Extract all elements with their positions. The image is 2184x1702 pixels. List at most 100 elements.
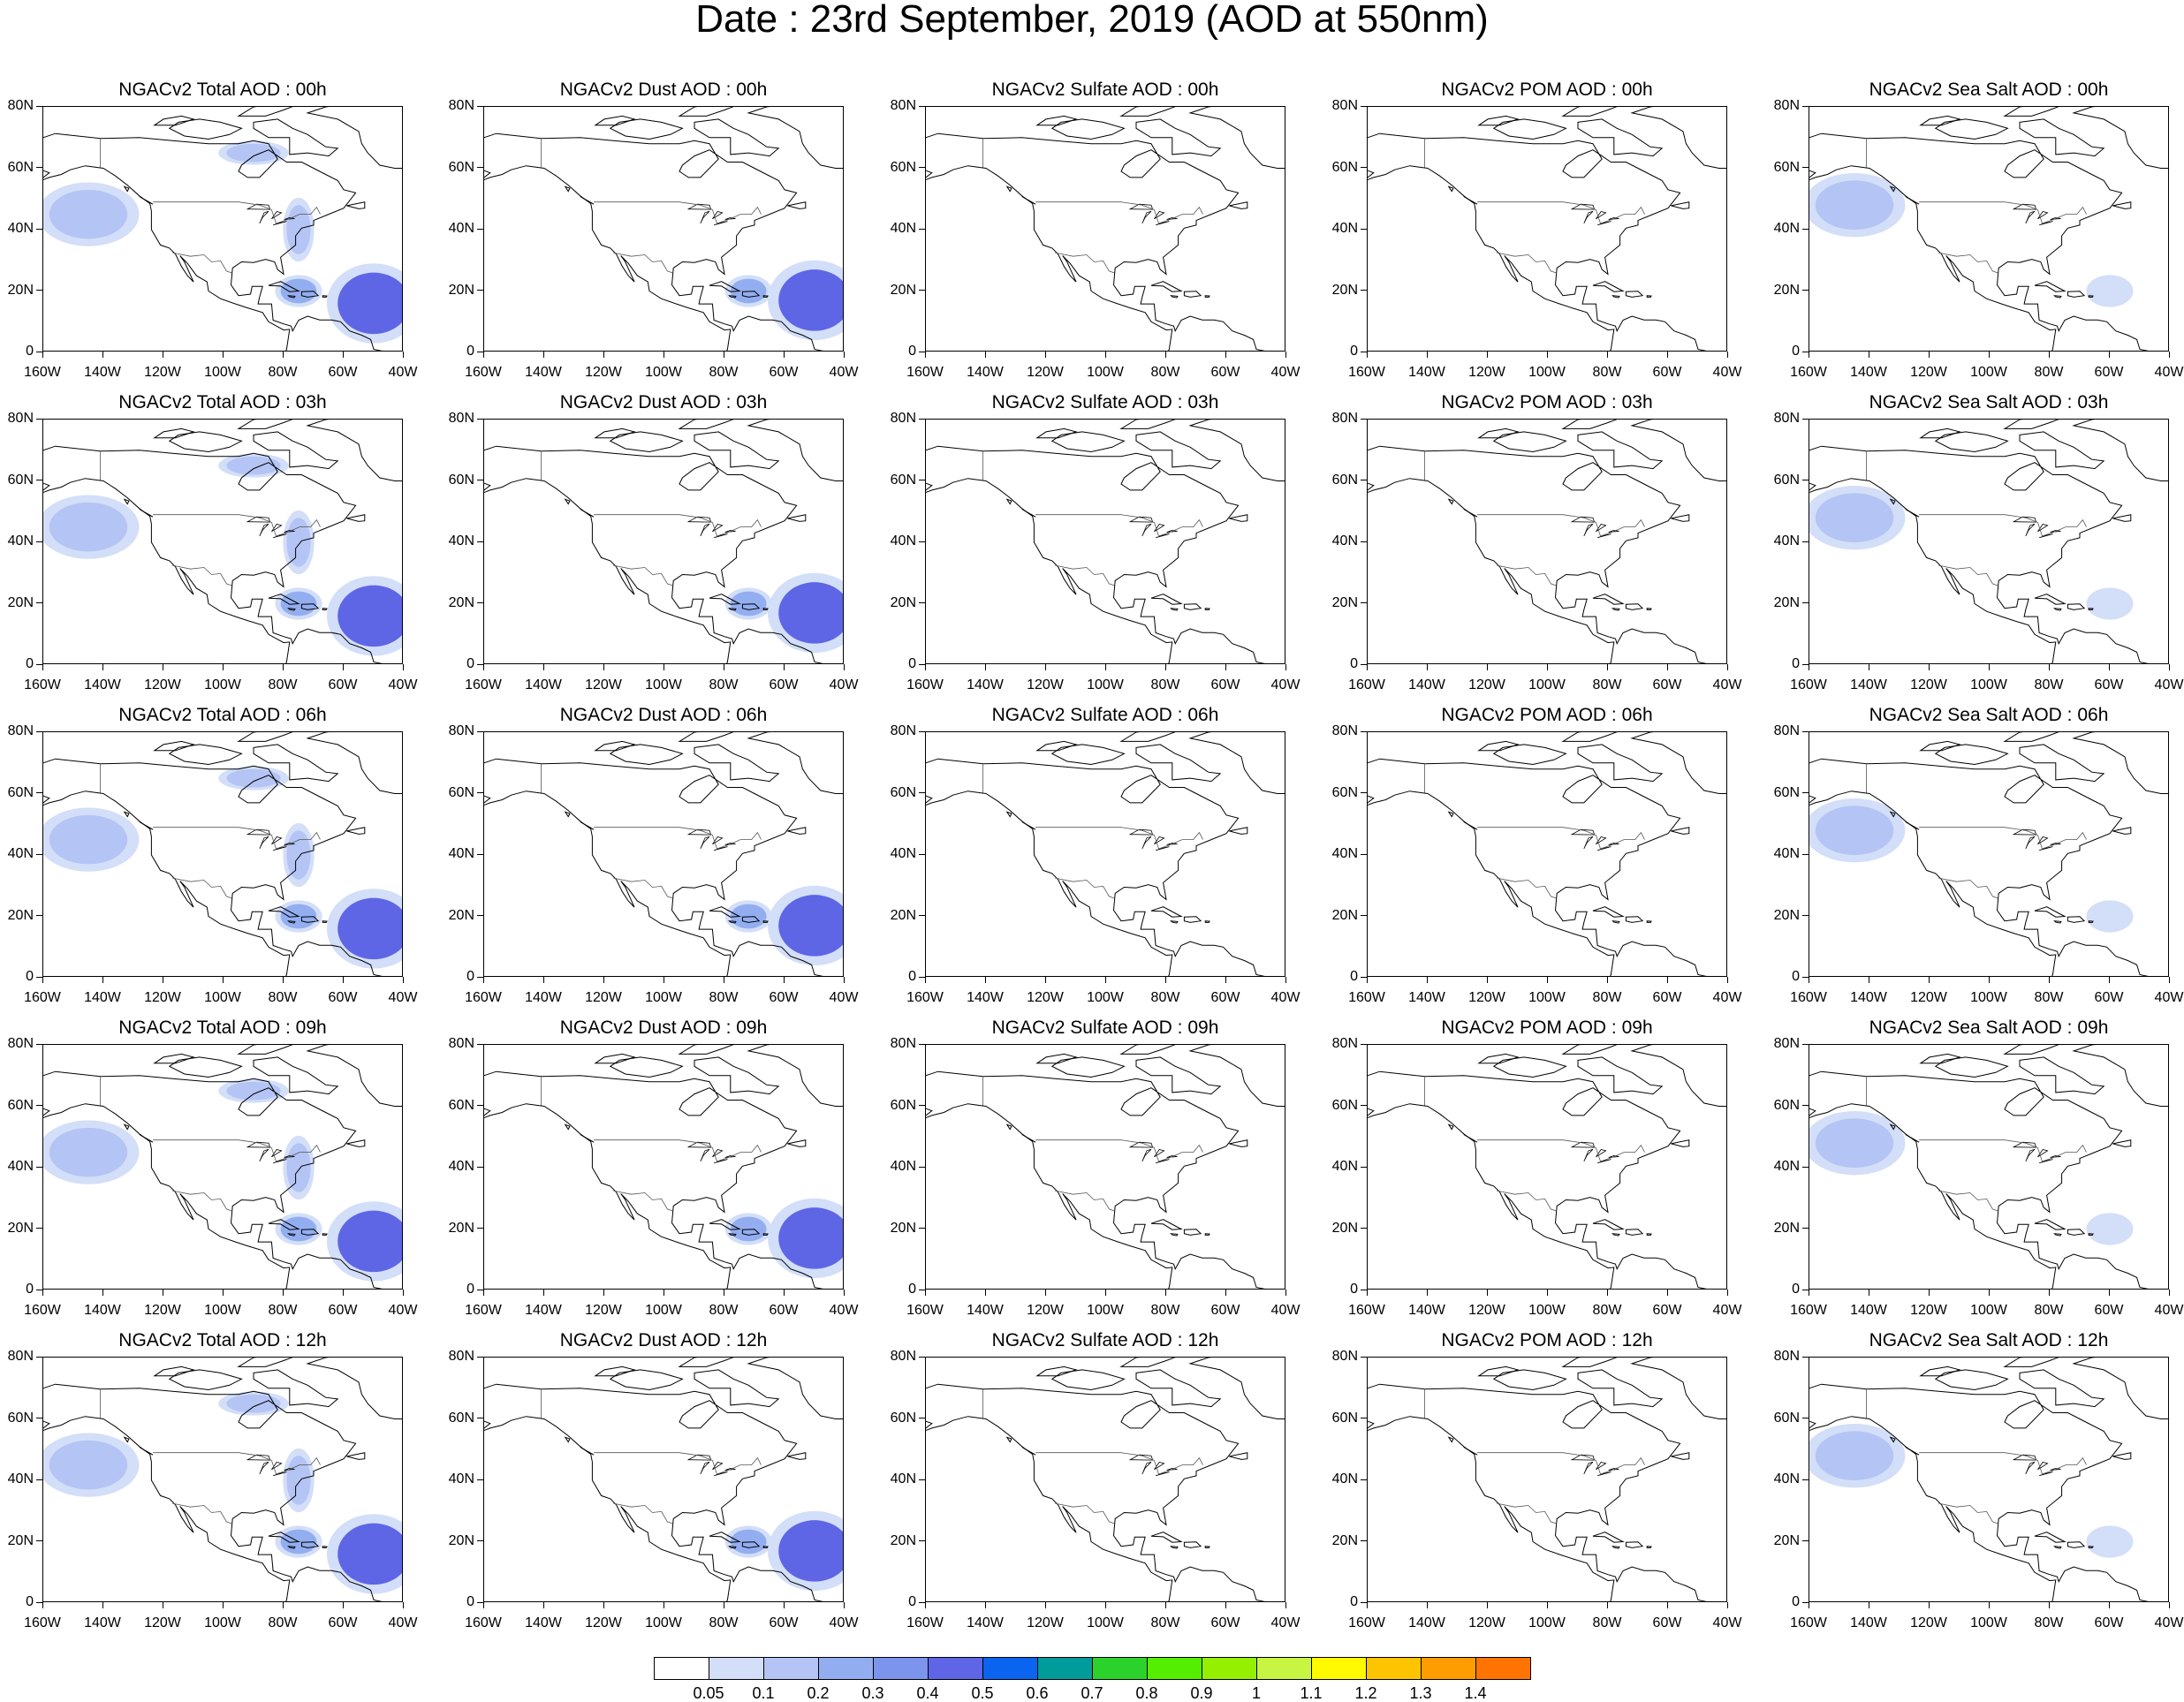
- y-tick-mark: [477, 418, 483, 420]
- x-tick-label: 160W: [906, 365, 944, 380]
- y-tick-mark: [477, 602, 483, 603]
- y-tick-label: 80N: [7, 98, 34, 113]
- country-border: [153, 514, 321, 537]
- coastline: [1809, 132, 2149, 351]
- lake-outline: [2037, 836, 2049, 845]
- x-tick-label: 100W: [1087, 677, 1124, 692]
- x-tick-label: 100W: [204, 365, 241, 380]
- panel-title: NGACv2 POM AOD : 12h: [1441, 1330, 1653, 1350]
- lake-outline: [2038, 533, 2053, 539]
- aod-core: [2091, 904, 2128, 929]
- coastline: [237, 107, 293, 117]
- y-tick-mark: [36, 1540, 42, 1541]
- x-tick-mark: [222, 1602, 224, 1608]
- x-tick-label: 100W: [1087, 365, 1124, 380]
- coastline: [153, 427, 195, 439]
- y-tick-mark: [1802, 663, 1809, 665]
- aod-core: [1815, 1431, 1894, 1480]
- y-tick-label: 40N: [1331, 1471, 1358, 1486]
- panel-title: NGACv2 Sulfate AOD : 00h: [991, 79, 1219, 100]
- x-tick-label: 40W: [1270, 677, 1301, 692]
- lake-outline: [2050, 1467, 2061, 1471]
- x-tick-label: 80W: [709, 365, 739, 380]
- x-tick-label: 100W: [1970, 990, 2007, 1005]
- y-tick-label: 80N: [7, 723, 34, 738]
- coastline: [1577, 744, 1664, 783]
- y-tick-mark: [36, 602, 42, 603]
- y-tick-label: 20N: [1331, 594, 1358, 610]
- y-tick-mark: [1802, 602, 1809, 603]
- y-tick-label: 80N: [7, 1349, 34, 1364]
- y-tick-label: 0: [26, 656, 34, 671]
- x-tick-label: 40W: [1270, 1303, 1301, 1318]
- y-tick-mark: [1802, 976, 1809, 978]
- coastline: [1368, 758, 1707, 976]
- x-tick-label: 140W: [1408, 365, 1445, 380]
- x-tick-label: 60W: [328, 677, 358, 692]
- coastline: [1905, 1447, 1920, 1456]
- y-tick-mark: [477, 915, 483, 916]
- colorbar-swatch: [1421, 1657, 1476, 1680]
- coastline: [1150, 594, 1183, 605]
- country-border: [613, 877, 673, 899]
- coastline: [2003, 420, 2059, 429]
- panel-title: NGACv2 Sea Salt AOD : 00h: [1869, 79, 2109, 100]
- y-tick-mark: [1361, 105, 1367, 107]
- x-tick-label: 40W: [1270, 365, 1301, 380]
- lake-outline: [2038, 846, 2053, 851]
- coastline: [237, 1045, 293, 1055]
- x-tick-mark: [102, 664, 103, 670]
- coastline: [1204, 608, 1210, 610]
- lake-outline: [284, 1467, 295, 1471]
- y-tick-mark: [1361, 915, 1367, 916]
- country-border: [172, 1190, 232, 1212]
- lake-outline: [271, 211, 283, 220]
- lake-outline: [272, 533, 287, 539]
- panel-title: NGACv2 Dust AOD : 12h: [559, 1330, 768, 1350]
- x-tick-label: 160W: [906, 1615, 944, 1630]
- x-tick-label: 60W: [1652, 1615, 1682, 1630]
- lake-outline: [2025, 523, 2036, 537]
- coastline: [2072, 107, 2168, 169]
- x-tick-mark: [222, 1290, 224, 1296]
- y-tick-label: 0: [908, 969, 916, 984]
- colorbar-label: 0.4: [916, 1684, 939, 1702]
- x-tick-mark: [1225, 352, 1226, 358]
- y-tick-label: 0: [466, 344, 474, 359]
- country-border: [1477, 514, 1645, 537]
- coastline: [237, 420, 293, 429]
- x-tick-mark: [102, 977, 103, 983]
- coastline: [2072, 1045, 2168, 1107]
- coastline: [678, 1358, 734, 1367]
- map-panel: [1367, 106, 1727, 352]
- x-tick-mark: [1366, 1602, 1368, 1608]
- x-tick-label: 160W: [24, 677, 61, 692]
- y-tick-mark: [919, 915, 925, 916]
- coastline: [1477, 740, 1520, 752]
- lake-outline: [1596, 533, 1611, 539]
- coastline: [1625, 916, 1644, 923]
- y-tick-mark: [1802, 105, 1809, 107]
- colorbar-swatch: [763, 1657, 819, 1680]
- panel-title: NGACv2 Sea Salt AOD : 03h: [1869, 392, 2109, 412]
- y-tick-mark: [919, 1479, 925, 1480]
- coastline: [1492, 1056, 1567, 1078]
- y-tick-mark: [919, 1105, 925, 1106]
- coastline: [268, 281, 300, 292]
- x-tick-label: 40W: [2154, 677, 2184, 692]
- y-tick-mark: [1361, 853, 1367, 855]
- coastline: [1889, 1436, 1896, 1443]
- lake-outline: [259, 1148, 269, 1162]
- coastline: [346, 827, 366, 835]
- lake-outline: [1570, 203, 1596, 210]
- colorbar-swatch: [873, 1657, 929, 1680]
- lake-outline: [1128, 828, 1154, 836]
- panel-title: NGACv2 Total AOD : 06h: [118, 705, 327, 725]
- x-tick-label: 120W: [144, 1615, 181, 1630]
- coastline: [1150, 906, 1183, 918]
- x-tick-mark: [1546, 664, 1548, 670]
- y-tick-mark: [477, 1540, 483, 1541]
- x-tick-mark: [1366, 977, 1368, 983]
- x-tick-label: 140W: [967, 1615, 1004, 1630]
- y-tick-label: 40N: [1331, 221, 1358, 236]
